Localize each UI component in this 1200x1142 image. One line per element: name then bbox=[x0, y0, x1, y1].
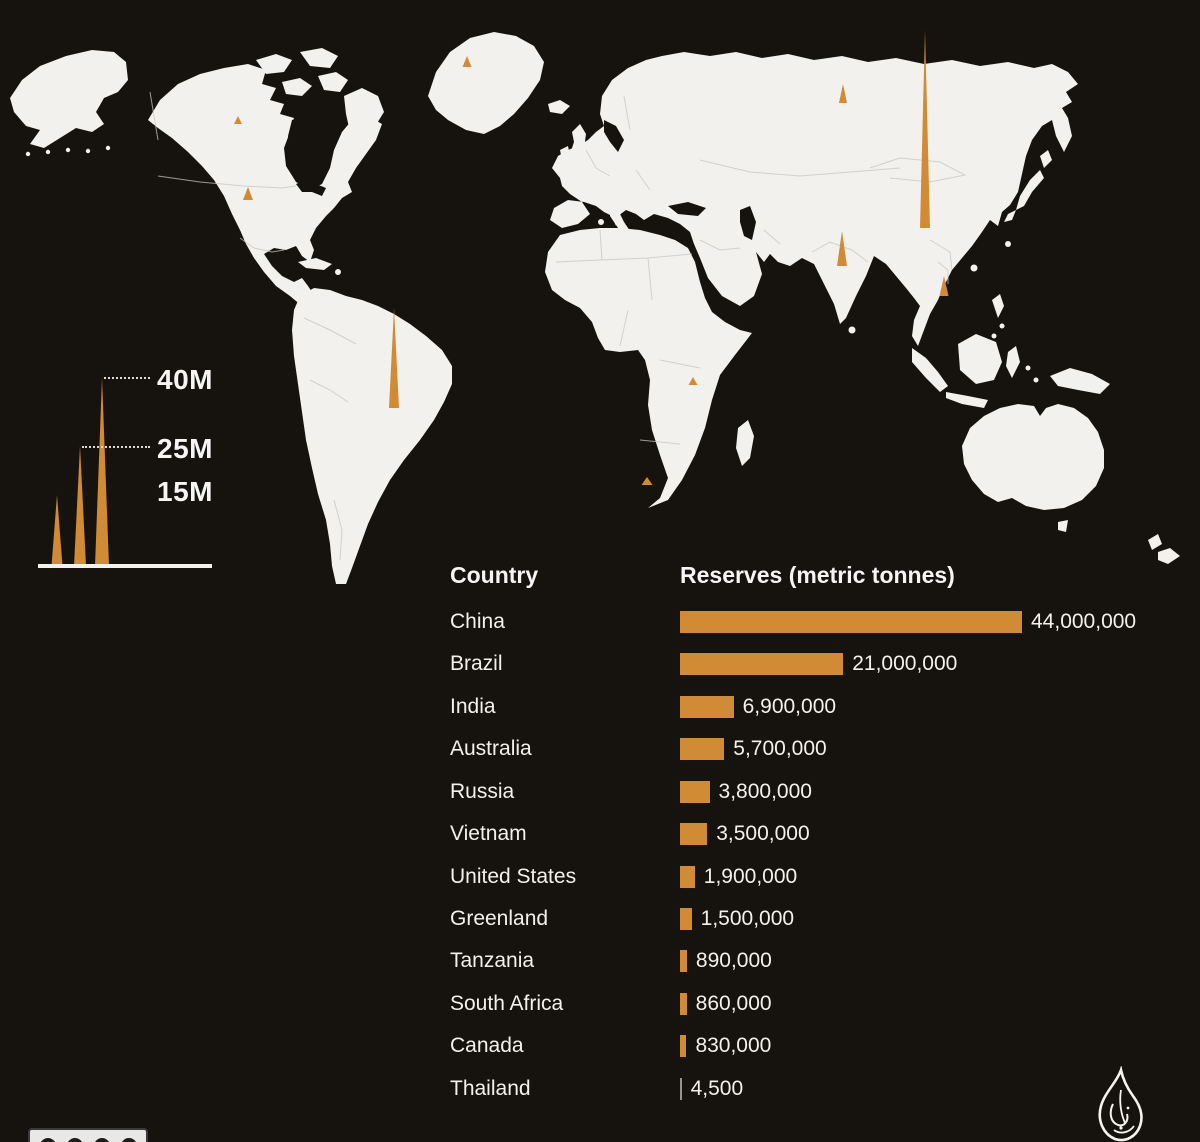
legend-leader-40m bbox=[104, 377, 150, 379]
map-spike-south-africa bbox=[641, 477, 653, 485]
map-sea-caspian bbox=[740, 206, 756, 240]
cc-icon bbox=[66, 1138, 83, 1142]
country-label: Russia bbox=[450, 779, 515, 803]
reserve-bar bbox=[680, 992, 687, 1015]
country-label: United States bbox=[450, 864, 577, 888]
reserve-bar bbox=[680, 1035, 687, 1058]
table-row: Australia 5,700,000 bbox=[0, 732, 1200, 766]
legend-spike-25m bbox=[74, 446, 86, 566]
reserve-bar bbox=[680, 1077, 682, 1100]
country-label: South Africa bbox=[450, 991, 564, 1015]
map-spike-russia bbox=[839, 84, 847, 103]
world-map bbox=[10, 30, 1180, 584]
legend-spike-15m bbox=[51, 495, 63, 566]
legend-baseline bbox=[38, 564, 212, 568]
country-label: Brazil bbox=[450, 652, 503, 676]
table-row: Thailand 4,500 bbox=[0, 1072, 1200, 1106]
map-land-greenland bbox=[428, 32, 544, 134]
country-label: Tanzania bbox=[450, 949, 535, 973]
map-sea-hudson-bay bbox=[288, 116, 330, 176]
table-row: Tanzania 890,000 bbox=[0, 944, 1200, 978]
table-row: South Africa 860,000 bbox=[0, 987, 1200, 1021]
reserve-value: 44,000,000 bbox=[1031, 610, 1137, 633]
reserve-bar bbox=[680, 738, 725, 761]
table-row: Canada 830,000 bbox=[0, 1029, 1200, 1063]
map-sea-black bbox=[668, 202, 706, 216]
reserve-value: 21,000,000 bbox=[852, 652, 958, 676]
reserve-bar bbox=[680, 950, 687, 973]
cc-license-badge bbox=[28, 1128, 148, 1142]
reserve-value: 860,000 bbox=[695, 991, 772, 1015]
reserve-bar bbox=[680, 611, 1022, 633]
map-lakes-great-lakes bbox=[296, 180, 326, 196]
country-label: India bbox=[450, 694, 496, 718]
reserve-value: 3,500,000 bbox=[716, 822, 810, 846]
column-header-reserves: Reserves (metric tonnes) bbox=[680, 562, 955, 588]
reserve-value: 1,500,000 bbox=[700, 906, 795, 930]
map-land-australia bbox=[962, 404, 1104, 510]
reserve-value: 4,500 bbox=[690, 1076, 744, 1100]
map-land-north-america bbox=[148, 64, 382, 324]
table-row: Russia 3,800,000 bbox=[0, 775, 1200, 809]
table-row: Greenland 1,500,000 bbox=[0, 902, 1200, 936]
legend-tick-25m: 25M bbox=[157, 433, 213, 464]
country-label: Australia bbox=[450, 737, 532, 761]
map-spike-canada bbox=[234, 116, 242, 124]
table-row: China 44,000,000 bbox=[0, 605, 1200, 639]
reserve-value: 890,000 bbox=[695, 949, 772, 973]
cc-icon bbox=[120, 1138, 137, 1142]
map-land-south-america bbox=[292, 288, 452, 584]
map-spike-greenland bbox=[462, 56, 472, 67]
map-land-eurasia bbox=[550, 52, 1078, 346]
legend-spike-40m bbox=[95, 378, 109, 566]
map-land-alaska bbox=[10, 50, 128, 148]
country-label: Thailand bbox=[450, 1076, 531, 1100]
reserve-value: 3,800,000 bbox=[718, 779, 812, 803]
map-spike-united-states bbox=[243, 187, 253, 200]
map-spike-tanzania bbox=[688, 377, 698, 385]
map-spike-china bbox=[920, 30, 930, 228]
table-row: Vietnam 3,500,000 bbox=[0, 817, 1200, 851]
cc-icon bbox=[39, 1138, 56, 1142]
table-row: United States 1,900,000 bbox=[0, 860, 1200, 894]
map-land-africa bbox=[545, 228, 752, 508]
map-sea-baltic bbox=[604, 120, 624, 152]
cc-icon bbox=[93, 1138, 110, 1142]
map-spike-vietnam bbox=[939, 276, 949, 296]
reserve-bar bbox=[680, 823, 708, 846]
country-label: China bbox=[450, 610, 505, 633]
al-jazeera-logo bbox=[1098, 1066, 1143, 1142]
map-spike-brazil bbox=[389, 308, 399, 408]
reserve-value: 830,000 bbox=[695, 1034, 772, 1058]
table-row: India 6,900,000 bbox=[0, 690, 1200, 724]
legend-tick-15m: 15M bbox=[157, 476, 213, 507]
country-label: Greenland bbox=[450, 906, 549, 930]
legend-spike-group bbox=[38, 378, 212, 568]
map-spike-india bbox=[837, 231, 847, 266]
reserve-bar bbox=[680, 653, 844, 676]
country-label: Canada bbox=[450, 1034, 524, 1058]
legend-tick-40m: 40M bbox=[157, 364, 213, 395]
country-label: Vietnam bbox=[450, 822, 527, 846]
reserve-value: 1,900,000 bbox=[703, 864, 798, 888]
legend-leader-25m bbox=[82, 446, 150, 448]
reserve-value: 6,900,000 bbox=[742, 694, 837, 718]
reserve-bar bbox=[680, 695, 734, 718]
reserve-bar bbox=[680, 907, 692, 930]
reserve-value: 5,700,000 bbox=[733, 737, 827, 761]
reserve-bar bbox=[680, 865, 695, 888]
column-header-country: Country bbox=[450, 562, 539, 588]
reserve-bar bbox=[680, 780, 710, 803]
table-row: Brazil 21,000,000 bbox=[0, 647, 1200, 681]
